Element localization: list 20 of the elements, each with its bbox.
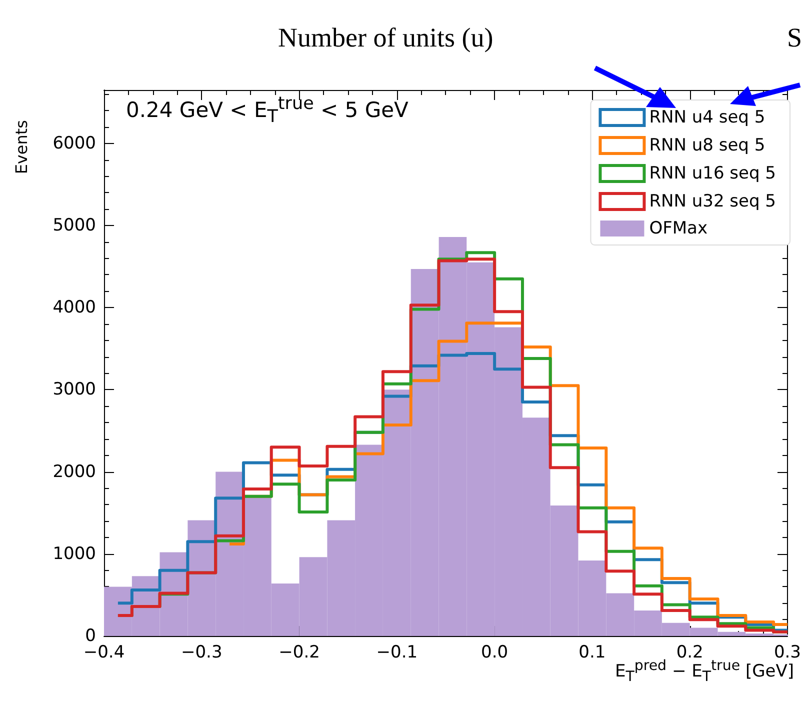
y-axis-title: Events [12,120,31,174]
y-tick-label: 5000 [52,215,96,236]
x-tick-label: −0.3 [181,642,222,662]
y-tick-label: 3000 [52,380,96,400]
legend-label: RNN u4 seq 5 [649,108,766,128]
legend-label: RNN u16 seq 5 [649,164,776,184]
y-tick-label: 6000 [52,133,96,154]
legend-label: RNN u32 seq 5 [649,192,776,212]
x-tick-label: −0.1 [376,642,418,662]
legend-label: OFMax [649,218,708,238]
x-tick-label: 0.1 [578,642,606,662]
y-tick-label: 1000 [52,544,96,564]
x-tick-label: 0.0 [481,642,508,662]
x-tick-label: −0.2 [278,642,320,662]
y-tick-label: 4000 [52,298,96,318]
legend-label: RNN u8 seq 5 [649,136,766,156]
text: S [786,22,802,52]
annotation: 0.24 GeV < E$_{T}$$^{true}$ < 5 GeV [126,94,408,128]
y-tick-label: 2000 [52,462,96,482]
text: Number of units (u) [278,22,494,52]
